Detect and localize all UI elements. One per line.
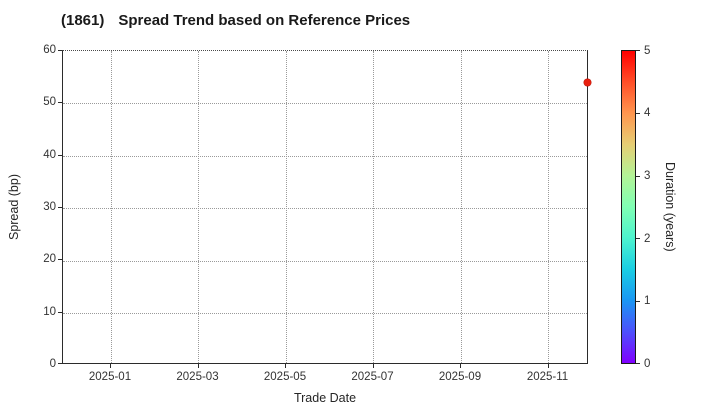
grid-line-vertical: [460, 51, 462, 363]
colorbar-tick-mark: [636, 301, 640, 302]
grid-line-vertical: [110, 51, 112, 363]
x-axis-label: Trade Date: [293, 391, 357, 405]
grid-line-horizontal: [63, 103, 587, 104]
x-tick-label: 2025-09: [438, 371, 482, 383]
colorbar-tick-label: 5: [644, 45, 651, 57]
colorbar-tick-mark: [636, 363, 640, 364]
y-tick-mark: [58, 207, 62, 208]
y-tick-label: 20: [43, 253, 56, 265]
y-tick-mark: [58, 102, 62, 103]
colorbar-tick-label: 2: [644, 233, 651, 245]
grid-line-vertical: [373, 51, 374, 363]
chart-title: (1861) Spread Trend based on Reference Pr…: [61, 12, 410, 29]
grid-line-vertical: [198, 51, 199, 363]
colorbar-tick-mark: [636, 176, 640, 177]
grid-line-horizontal: [63, 312, 587, 314]
x-tick-mark: [460, 364, 461, 368]
x-tick-mark: [547, 364, 549, 368]
colorbar-tick-label: 1: [644, 295, 651, 307]
plot-area: [62, 50, 591, 364]
y-tick-mark: [58, 155, 62, 156]
x-tick-label: 2025-01: [88, 371, 132, 383]
x-tick-mark: [197, 364, 199, 368]
colorbar-tick-mark: [636, 50, 640, 51]
x-tick-label: 2025-05: [263, 371, 307, 383]
grid-line-horizontal: [63, 260, 587, 262]
grid-line-vertical: [285, 51, 287, 363]
y-tick-label: 60: [43, 44, 56, 56]
y-tick-label: 30: [43, 201, 56, 213]
ticker-code: (1861): [61, 12, 105, 29]
y-tick-label: 0: [49, 358, 56, 370]
x-tick-label: 2025-07: [351, 371, 394, 383]
x-tick-mark: [372, 364, 374, 368]
colorbar-label: Duration (years): [663, 162, 677, 252]
colorbar-tick-mark: [636, 113, 640, 114]
chart-title-text: Spread Trend based on Reference Prices: [118, 12, 411, 29]
colorbar-tick-label: 3: [644, 170, 651, 182]
grid-line-horizontal: [63, 208, 587, 209]
x-tick-label: 2025-03: [176, 371, 219, 383]
y-tick-mark: [58, 312, 62, 313]
colorbar-gradient: [621, 50, 636, 364]
data-point-marker: [584, 79, 591, 86]
y-tick-label: 40: [43, 149, 56, 161]
y-tick-label: 10: [43, 306, 56, 318]
colorbar-tick-label: 4: [644, 107, 651, 119]
x-tick-label: 2025-11: [526, 371, 569, 383]
colorbar-tick-mark: [636, 238, 640, 239]
y-tick-mark: [58, 50, 62, 51]
y-tick-mark: [58, 259, 62, 260]
grid-line-horizontal: [63, 155, 587, 157]
x-tick-mark: [285, 364, 286, 368]
y-tick-mark: [58, 363, 62, 364]
colorbar-tick-label: 0: [644, 358, 651, 370]
y-tick-label: 50: [43, 96, 56, 108]
grid-line-vertical: [548, 51, 549, 363]
x-tick-mark: [110, 364, 111, 368]
